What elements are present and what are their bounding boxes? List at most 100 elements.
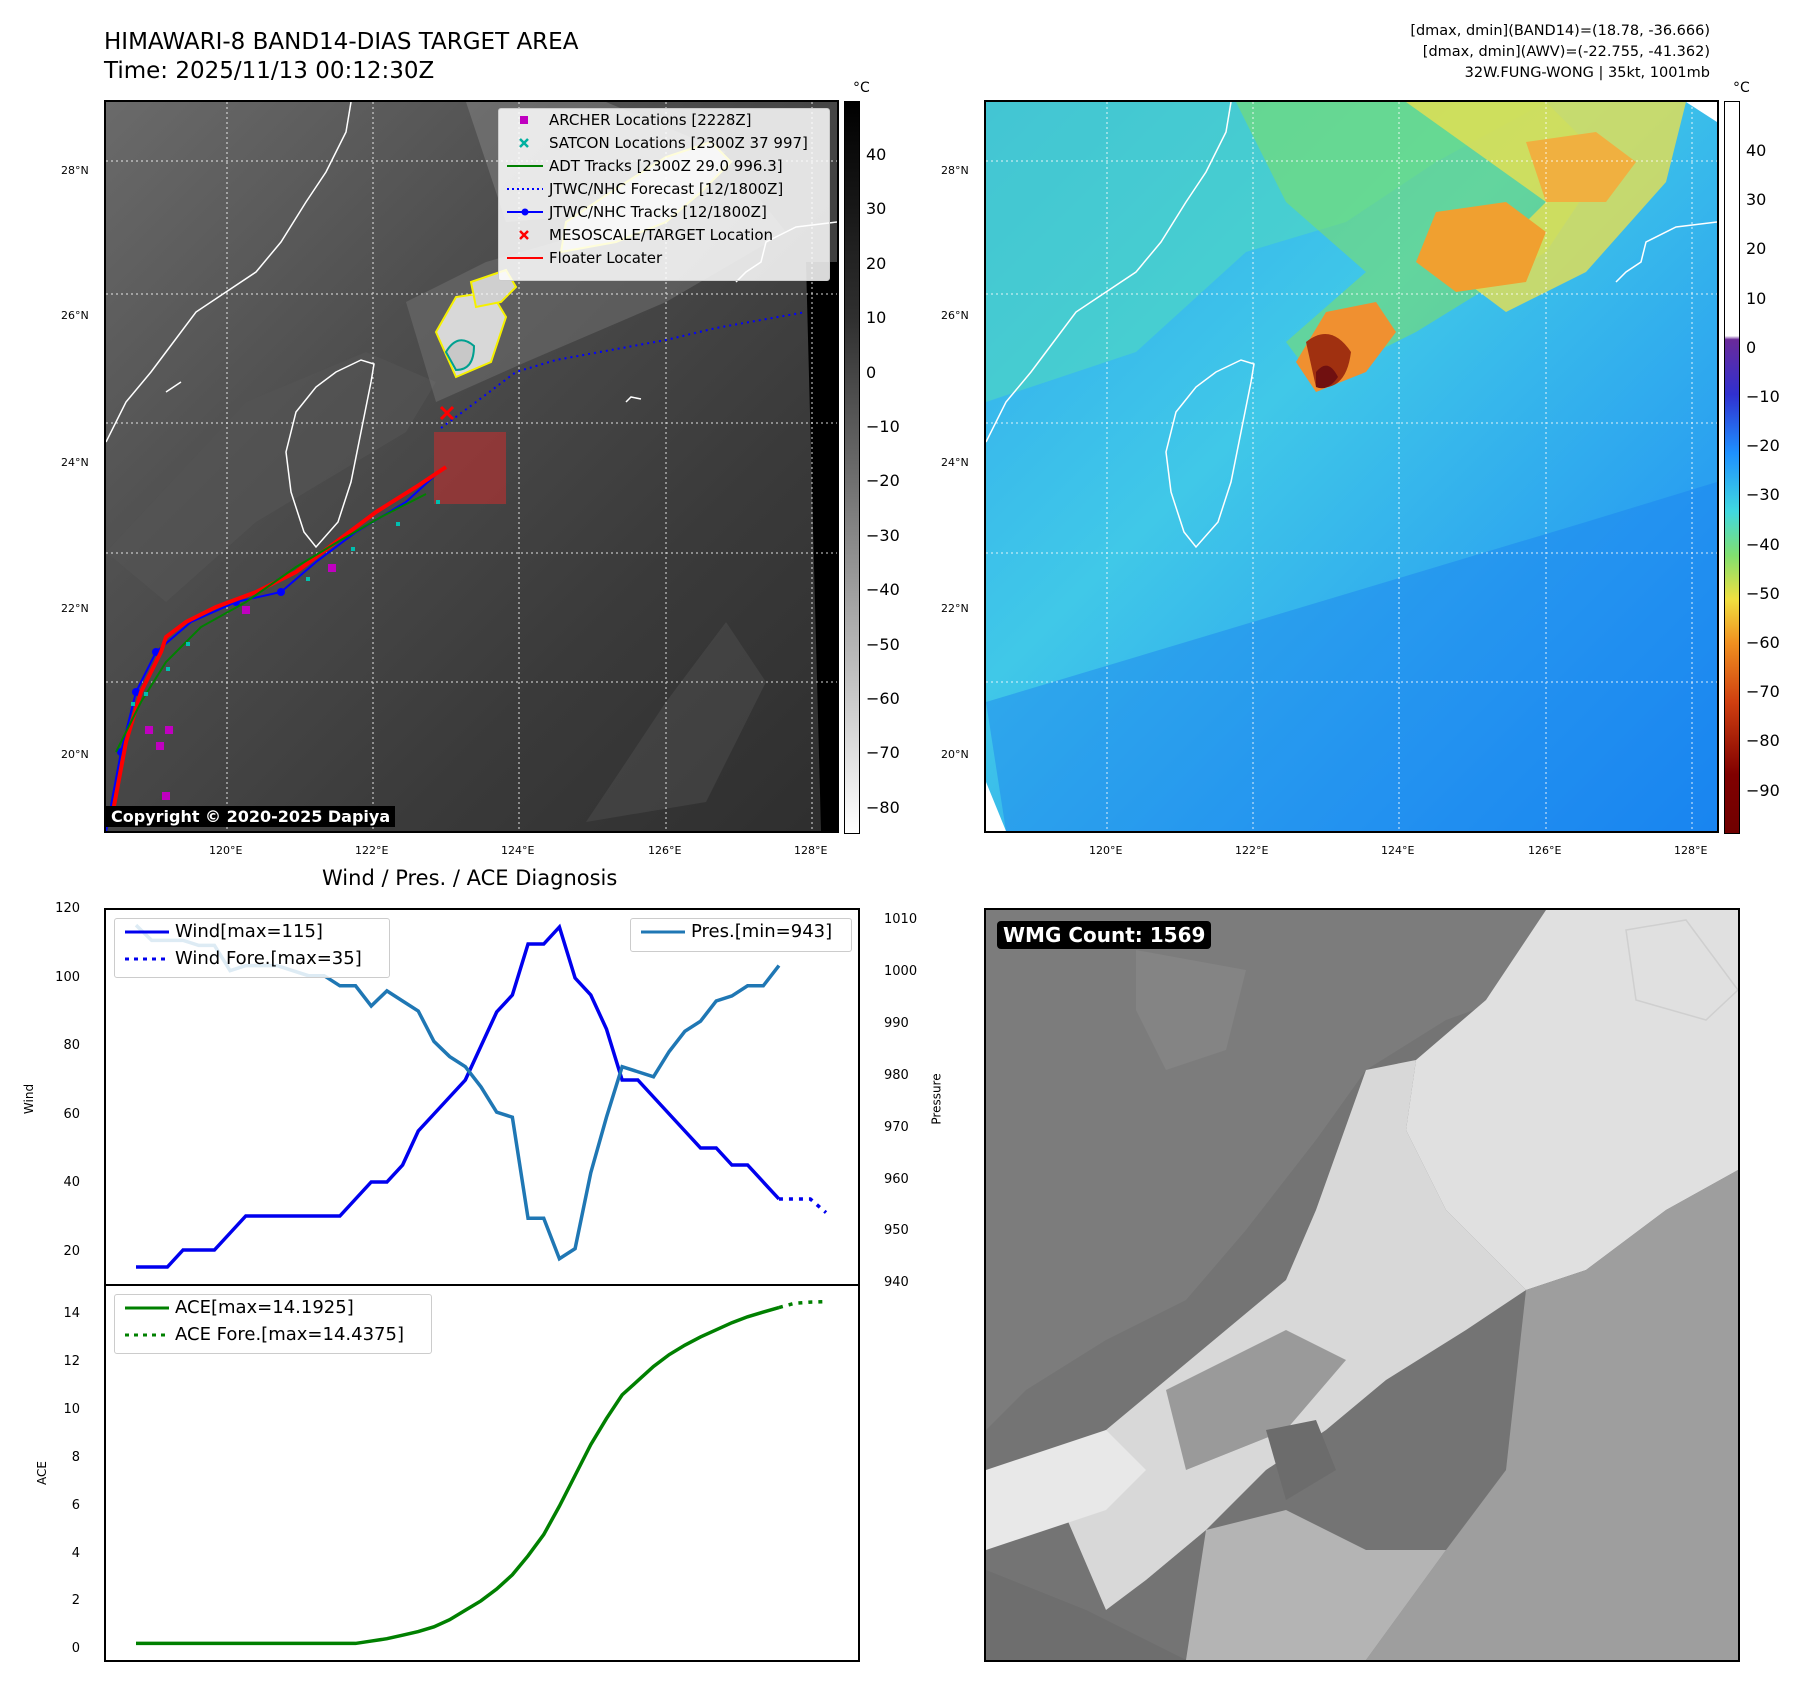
ir-colorbar-tick: 0 xyxy=(866,362,877,382)
pressure-axis-tick: 970 xyxy=(884,1119,909,1135)
lon-tick-122: 122°E xyxy=(355,844,389,857)
wind-axis-tick: 100 xyxy=(55,969,80,985)
legend-pres: Pres.[min=943] xyxy=(641,921,833,942)
ace-forecast-line xyxy=(778,1299,827,1310)
diagnosis-title: Wind / Pres. / ACE Diagnosis xyxy=(322,866,618,890)
ace-axis-tick: 6 xyxy=(71,1497,80,1513)
wind-pres-panel: Wind[max=115] Wind Fore.[max=35] Pres.[m… xyxy=(104,908,860,1286)
ace-axis-tick: 12 xyxy=(63,1353,80,1369)
wv-lon-tick-122: 122°E xyxy=(1235,844,1269,857)
ir-colorbar-tick: −60 xyxy=(866,689,900,708)
wmg-image xyxy=(986,910,1738,1660)
lat-tick-20: 20°N xyxy=(61,748,89,761)
ir-colorbar-tick: −80 xyxy=(866,797,900,817)
ace-axis-tick: 10 xyxy=(63,1401,80,1417)
wv-colorbar xyxy=(1724,101,1740,834)
legend-symbol xyxy=(507,165,543,167)
ace-axis-tick: 14 xyxy=(63,1306,80,1321)
ir-colorbar xyxy=(844,101,860,834)
wv-lat-tick-20: 20°N xyxy=(941,748,969,761)
wv-lat-tick-26: 26°N xyxy=(941,309,969,322)
wind-axis-tick: 120 xyxy=(55,901,80,916)
ace-axis-label: ACE xyxy=(34,1461,49,1485)
lon-tick-120: 120°E xyxy=(209,844,243,857)
pressure-axis-label: Pressure xyxy=(929,1073,944,1125)
wv-colorbar-unit: °C xyxy=(1733,80,1750,96)
wv-map-panel xyxy=(984,100,1719,833)
wmg-panel: WMG Count: 1569 xyxy=(984,908,1740,1662)
wind-legend: Wind[max=115] Wind Fore.[max=35] xyxy=(114,918,390,978)
ace-axis-tick: 4 xyxy=(71,1545,80,1561)
copyright-label: Copyright © 2020-2025 Dapiya xyxy=(106,806,396,827)
pres-legend: Pres.[min=943] xyxy=(630,918,852,952)
pressure-axis-tick: 990 xyxy=(884,1015,909,1031)
wv-map-image xyxy=(986,102,1717,831)
wv-colorbar-tick: −80 xyxy=(1746,731,1780,751)
legend-item: SATCON Locations [2300Z 37 997] xyxy=(499,132,829,155)
track-legend: ARCHER Locations [2228Z] SATCON Locations… xyxy=(498,108,830,281)
ir-map-panel: ARCHER Locations [2228Z] SATCON Locations… xyxy=(104,100,839,833)
legend-symbol xyxy=(519,230,529,240)
wv-colorbar-tick: −50 xyxy=(1746,583,1780,603)
wind-axis-tick: 60 xyxy=(63,1106,80,1122)
ace-series-line xyxy=(136,1305,780,1646)
legend-ace: ACE[max=14.1925] xyxy=(125,1297,354,1318)
legend-item: ADT Tracks [2300Z 29.0 996.3] xyxy=(499,155,829,178)
lat-tick-24: 24°N xyxy=(61,456,89,469)
figure-title: HIMAWARI-8 BAND14-DIAS TARGET AREA xyxy=(104,29,579,55)
wv-colorbar-tick: 10 xyxy=(1746,288,1767,308)
legend-wind: Wind[max=115] xyxy=(125,921,323,942)
legend-symbol xyxy=(507,257,543,259)
ace-plot xyxy=(136,1299,827,1646)
ir-colorbar-unit: °C xyxy=(853,80,870,96)
wv-lat-tick-22: 22°N xyxy=(941,602,969,615)
wv-colorbar-tick: −10 xyxy=(1746,387,1780,406)
ir-colorbar-tick: −30 xyxy=(866,525,900,545)
lon-tick-124: 124°E xyxy=(501,844,535,857)
wind-axis-tick: 20 xyxy=(63,1243,80,1259)
lat-tick-26: 26°N xyxy=(61,309,89,322)
legend-item: Floater Locater xyxy=(499,247,829,270)
legend-wind-fore: Wind Fore.[max=35] xyxy=(125,948,362,969)
pressure-axis-tick: 960 xyxy=(884,1171,909,1187)
ir-colorbar-tick: −10 xyxy=(866,417,900,436)
wmg-count-label: WMG Count: 1569 xyxy=(997,921,1212,949)
wind-series-line xyxy=(136,923,781,1269)
lat-tick-22: 22°N xyxy=(61,602,89,615)
ir-colorbar-tick: −20 xyxy=(866,471,900,491)
info-storm: 32W.FUNG-WONG | 35kt, 1001mb xyxy=(1464,65,1710,81)
ace-axis-tick: 2 xyxy=(71,1593,80,1609)
ace-axis-tick: 8 xyxy=(71,1449,80,1465)
wv-colorbar-tick: 40 xyxy=(1746,141,1767,160)
legend-item: JTWC/NHC Tracks [12/1800Z] xyxy=(499,201,829,224)
wv-colorbar-tick: 0 xyxy=(1746,337,1757,357)
ace-legend: ACE[max=14.1925] ACE Fore.[max=14.4375] xyxy=(114,1294,432,1354)
ace-axis-tick: 0 xyxy=(71,1641,80,1657)
ir-colorbar-tick: 10 xyxy=(866,308,887,328)
wv-lon-tick-124: 124°E xyxy=(1381,844,1415,857)
wind-forecast-line xyxy=(778,1197,828,1214)
legend-item: JTWC/NHC Forecast [12/1800Z] xyxy=(499,178,829,201)
legend-symbol xyxy=(507,208,543,216)
figure-time: Time: 2025/11/13 00:12:30Z xyxy=(104,58,435,84)
legend-item: ARCHER Locations [2228Z] xyxy=(499,109,829,132)
wv-colorbar-tick: 20 xyxy=(1746,239,1767,259)
ir-colorbar-tick: 20 xyxy=(866,253,887,273)
wv-lon-tick-128: 128°E xyxy=(1674,844,1708,857)
wind-axis-tick: 80 xyxy=(63,1038,80,1053)
wv-lon-tick-120: 120°E xyxy=(1089,844,1123,857)
ir-colorbar-tick: 30 xyxy=(866,199,887,219)
wind-axis-label: Wind xyxy=(22,1083,37,1115)
wv-colorbar-tick: −60 xyxy=(1746,633,1780,652)
ir-colorbar-tick: 40 xyxy=(866,145,887,164)
ir-colorbar-tick: −40 xyxy=(866,580,900,600)
legend-item: MESOSCALE/TARGET Location xyxy=(499,224,829,247)
pressure-axis-tick: 940 xyxy=(884,1275,909,1291)
wv-colorbar-tick: 30 xyxy=(1746,190,1767,210)
ace-panel: ACE[max=14.1925] ACE Fore.[max=14.4375] xyxy=(104,1284,860,1662)
legend-symbol xyxy=(507,188,543,190)
wv-colorbar-tick: −20 xyxy=(1746,436,1780,456)
wv-lat-tick-28: 28°N xyxy=(941,164,969,177)
pressure-axis-tick: 950 xyxy=(884,1223,909,1239)
info-awv: [dmax, dmin](AWV)=(-22.755, -41.362) xyxy=(1422,44,1710,60)
